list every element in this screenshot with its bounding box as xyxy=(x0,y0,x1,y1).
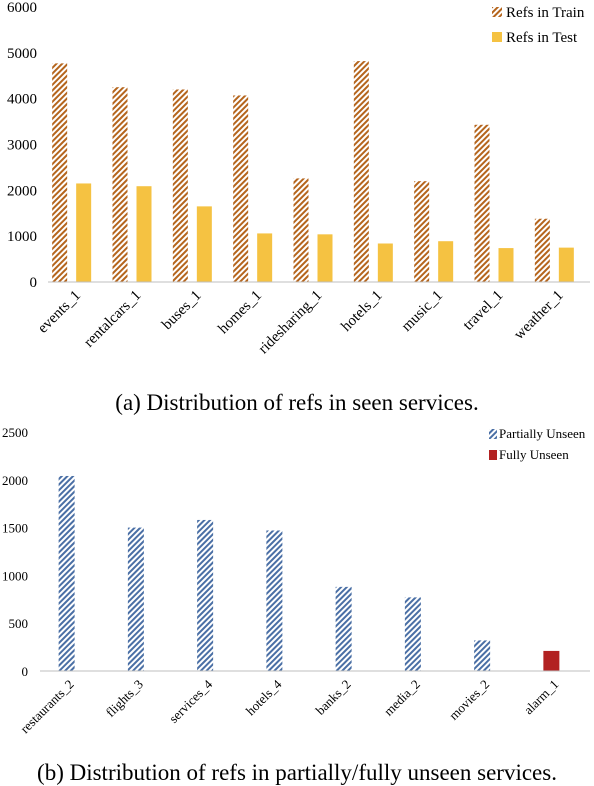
bar-partially-unseen-movies-2 xyxy=(474,640,491,671)
y-tick-label: 2000 xyxy=(2,473,28,488)
legend-label-fully-unseen: Fully Unseen xyxy=(499,447,569,462)
x-tick-label-weather-1: weather_1 xyxy=(511,288,566,343)
bar-refs-in-test-ridesharing-1 xyxy=(317,234,333,282)
bar-refs-in-train-homes-1 xyxy=(233,95,249,282)
x-tick-label-alarm-1: alarm_1 xyxy=(521,677,562,718)
legend-label-partially-unseen: Partially Unseen xyxy=(499,426,586,441)
legend-swatch-test xyxy=(492,32,502,42)
legend-swatch-fully-unseen xyxy=(489,450,497,460)
legend: Refs in Train Refs in Test xyxy=(492,5,585,46)
y-tick-label: 1500 xyxy=(2,521,28,536)
bar-refs-in-test-weather-1 xyxy=(558,247,574,282)
y-tick-label: 1000 xyxy=(7,229,37,245)
x-tick-label-movies-2: movies_2 xyxy=(446,677,492,723)
y-tick-label: 0 xyxy=(30,275,38,291)
x-tick-label-services-4: services_4 xyxy=(166,676,216,726)
bar-refs-in-train-rentalcars-1 xyxy=(112,87,128,282)
bar-refs-in-train-ridesharing-1 xyxy=(293,178,309,282)
bar-refs-in-test-homes-1 xyxy=(257,233,273,282)
x-tick-label-banks-2: banks_2 xyxy=(312,677,353,718)
legend: Partially Unseen Fully Unseen xyxy=(489,426,586,462)
x-tick-label-buses-1: buses_1 xyxy=(159,288,204,333)
x-tick-label-rentalcars-1: rentalcars_1 xyxy=(81,288,144,351)
x-tick-label-restaurants-2: restaurants_2 xyxy=(17,677,77,737)
y-tick-label: 3000 xyxy=(7,138,37,154)
bar-refs-in-train-hotels-1 xyxy=(353,61,369,283)
y-tick-label: 500 xyxy=(9,616,29,631)
bar-refs-in-test-rentalcars-1 xyxy=(136,186,152,282)
x-tick-label-flights-3: flights_3 xyxy=(103,677,146,720)
chart-unseen-services: 0 500 1000 1500 2000 2500 restaurants_2 flight… xyxy=(2,425,590,737)
x-tick-label-ridesharing-1: ridesharing_1 xyxy=(256,288,326,358)
y-tick-label: 5000 xyxy=(7,46,37,62)
bar-refs-in-test-music-1 xyxy=(438,241,454,282)
bar-partially-unseen-services-4 xyxy=(197,519,214,671)
bar-refs-in-test-events-1 xyxy=(76,183,92,282)
x-tick-label-hotels-1: hotels_1 xyxy=(338,288,385,335)
bar-refs-in-test-hotels-1 xyxy=(377,243,393,282)
caption-unseen-services: (b) Distribution of refs in partially/fu… xyxy=(37,760,557,785)
caption-seen-services: (a) Distribution of refs in seen service… xyxy=(115,390,479,415)
y-tick-label: 2000 xyxy=(7,183,37,199)
x-tick-label-homes-1: homes_1 xyxy=(215,288,265,338)
bar-refs-in-train-music-1 xyxy=(414,181,430,282)
bar-fully-unseen-alarm-1 xyxy=(543,650,560,671)
x-tick-label-hotels-4: hotels_4 xyxy=(243,676,285,718)
bar-refs-in-train-weather-1 xyxy=(534,218,550,282)
x-tick-label-media-2: media_2 xyxy=(381,677,423,719)
bar-refs-in-test-buses-1 xyxy=(196,206,212,282)
bar-partially-unseen-flights-3 xyxy=(127,527,144,671)
x-tick-label-music-1: music_1 xyxy=(399,288,446,335)
y-tick-label: 0 xyxy=(22,664,29,679)
bar-refs-in-train-events-1 xyxy=(52,63,68,282)
bar-partially-unseen-hotels-4 xyxy=(266,530,283,671)
bar-refs-in-train-buses-1 xyxy=(172,89,188,282)
y-tick-label: 6000 xyxy=(7,0,37,16)
legend-swatch-train xyxy=(492,7,502,17)
x-tick-label-travel-1: travel_1 xyxy=(460,288,506,334)
y-tick-label: 2500 xyxy=(2,425,28,440)
bar-refs-in-train-travel-1 xyxy=(474,124,490,283)
bar-partially-unseen-banks-2 xyxy=(335,586,352,671)
chart-seen-services: 0 1000 2000 3000 4000 5000 6000 events_1rental… xyxy=(7,0,590,358)
bar-refs-in-test-travel-1 xyxy=(498,248,514,282)
legend-swatch-partially-unseen xyxy=(489,429,497,439)
legend-label-train: Refs in Train xyxy=(506,5,585,21)
y-tick-label: 4000 xyxy=(7,92,37,108)
legend-label-test: Refs in Test xyxy=(506,30,578,46)
x-tick-label-events-1: events_1 xyxy=(35,288,84,337)
y-tick-label: 1000 xyxy=(2,568,28,583)
bar-partially-unseen-media-2 xyxy=(404,597,421,671)
bar-partially-unseen-restaurants-2 xyxy=(58,475,75,671)
